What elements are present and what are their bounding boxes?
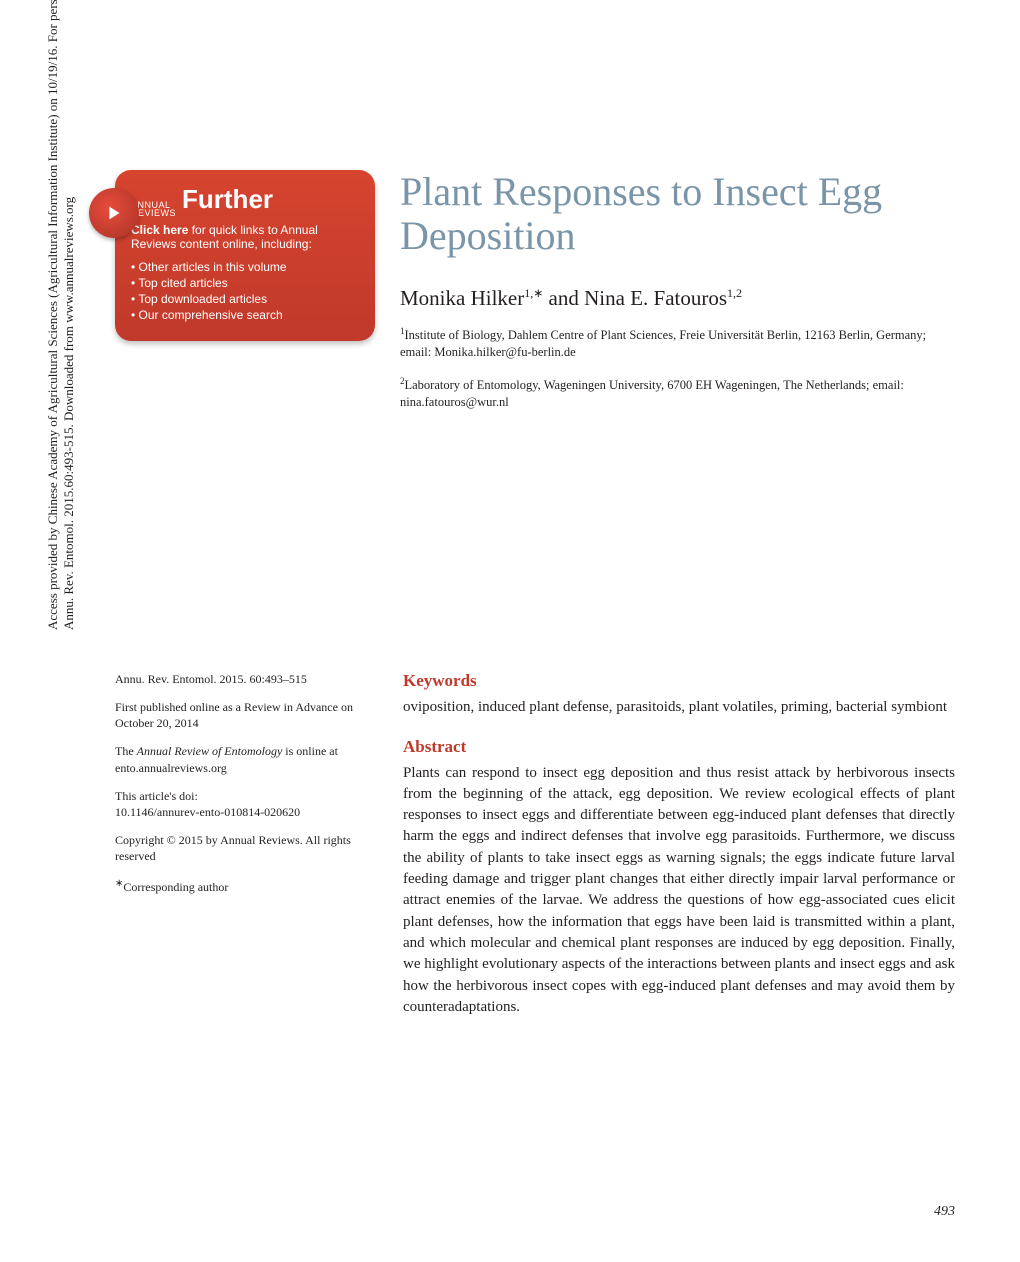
author1-star: ∗ <box>533 286 543 300</box>
doi-value: 10.1146/annurev-ento-010814-020620 <box>115 805 300 819</box>
further-list: Other articles in this volume Top cited … <box>131 259 359 323</box>
article-title: Plant Responses to Insect Egg Deposition <box>400 170 960 258</box>
click-here-link[interactable]: Click here <box>131 223 188 237</box>
abstract-column: Keywords oviposition, induced plant defe… <box>403 671 1020 1018</box>
author1-sup: 1, <box>524 286 533 300</box>
vertical-citation-text: Access provided by Chinese Academy of Ag… <box>45 0 77 630</box>
further-item[interactable]: Top cited articles <box>131 275 359 291</box>
keywords-text: oviposition, induced plant defense, para… <box>403 697 955 719</box>
journal-italic: Annual Review of Entomology <box>137 744 283 758</box>
doi-block: This article's doi: 10.1146/annurev-ento-… <box>115 788 373 820</box>
meta-column: Annu. Rev. Entomol. 2015. 60:493–515 Fir… <box>115 671 373 1018</box>
journal-pre: The <box>115 744 137 758</box>
corr-text: Corresponding author <box>123 880 228 894</box>
page-number: 493 <box>934 1204 955 1220</box>
journal-online: The Annual Review of Entomology is onlin… <box>115 743 373 775</box>
vertical-access: Access provided by Chinese Academy of Ag… <box>45 0 60 630</box>
further-word: Further <box>182 184 273 215</box>
vertical-cite: Annu. Rev. Entomol. 2015.60:493-515. Dow… <box>61 197 76 630</box>
author2-sup: 1,2 <box>727 286 742 300</box>
keywords-heading: Keywords <box>403 671 955 691</box>
title-block: Plant Responses to Insect Egg Deposition… <box>400 170 1020 411</box>
affiliation-2: 2Laboratory of Entomology, Wageningen Un… <box>400 375 960 411</box>
affiliation-1: 1Institute of Biology, Dahlem Centre of … <box>400 325 960 361</box>
abstract-text: Plants can respond to insect egg deposit… <box>403 763 955 1019</box>
aff2-text: Laboratory of Entomology, Wageningen Uni… <box>400 378 904 409</box>
doi-label: This article's doi: <box>115 789 198 803</box>
author1: Monika Hilker <box>400 286 524 310</box>
authors: Monika Hilker1,∗ and Nina E. Fatouros1,2 <box>400 286 960 311</box>
further-item[interactable]: Our comprehensive search <box>131 307 359 323</box>
further-item[interactable]: Top downloaded articles <box>131 291 359 307</box>
first-published: First published online as a Review in Ad… <box>115 699 373 731</box>
further-header: ANNUAL REVIEWS Further <box>131 184 359 217</box>
abstract-heading: Abstract <box>403 737 955 757</box>
copyright: Copyright © 2015 by Annual Reviews. All … <box>115 832 373 864</box>
play-badge-icon[interactable] <box>89 188 139 238</box>
citation-line: Annu. Rev. Entomol. 2015. 60:493–515 <box>115 671 373 687</box>
author2: and Nina E. Fatouros <box>543 286 727 310</box>
further-box[interactable]: ANNUAL REVIEWS Further Click here for qu… <box>115 170 375 341</box>
further-click-text[interactable]: Click here for quick links to Annual Rev… <box>131 223 359 251</box>
aff1-text: Institute of Biology, Dahlem Centre of P… <box>400 328 926 359</box>
further-item[interactable]: Other articles in this volume <box>131 259 359 275</box>
corresponding: ∗Corresponding author <box>115 877 373 895</box>
